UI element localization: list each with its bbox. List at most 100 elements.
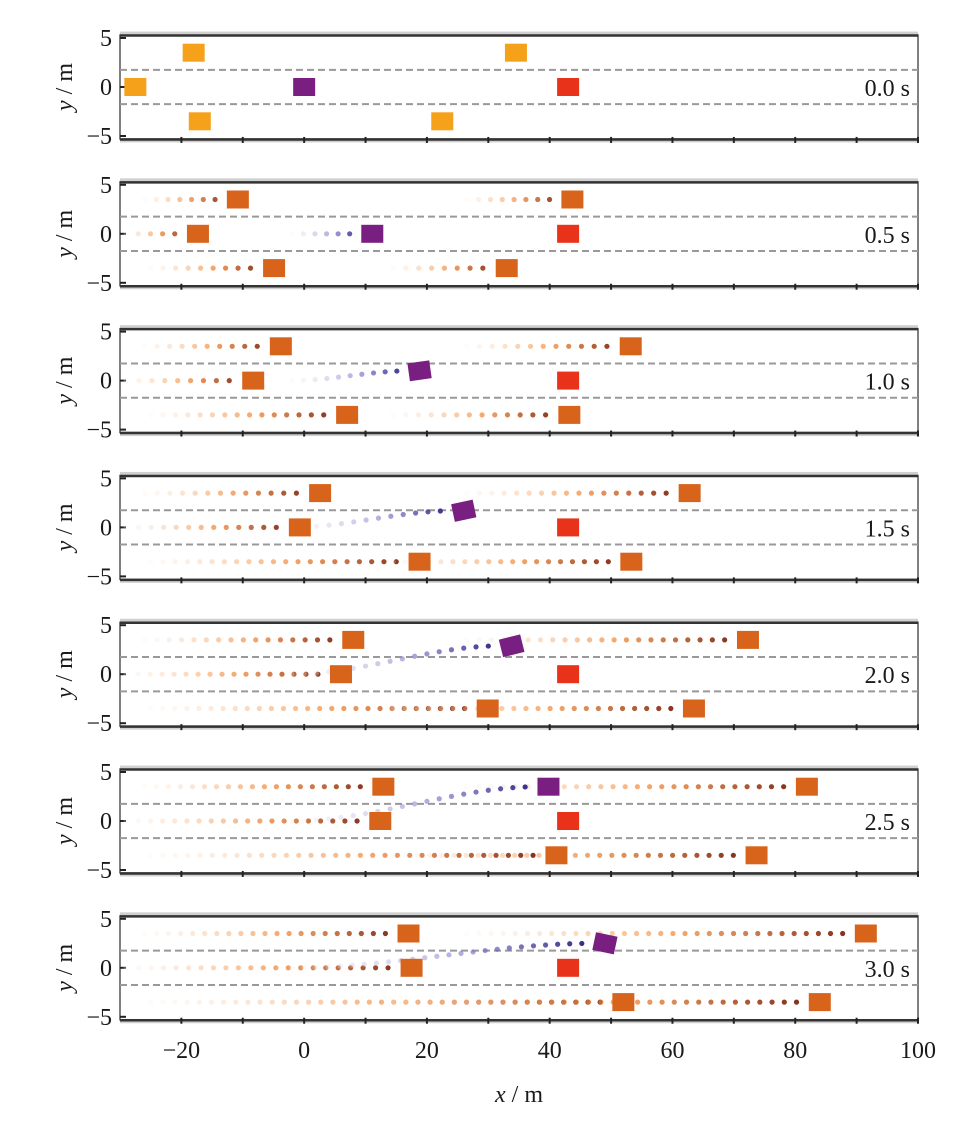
vehicle-trail-dot: [492, 412, 498, 418]
vehicle-trail-dot: [255, 490, 262, 496]
vehicle-trail-dot: [184, 705, 190, 712]
surrounding-vehicle: [745, 846, 768, 865]
ego-trail-dot: [300, 231, 307, 237]
y-axis-var: y: [52, 981, 78, 994]
y-tick-label: 5: [100, 907, 112, 933]
vehicle-trail-dot: [697, 637, 703, 643]
vehicle-trail-dot: [525, 637, 531, 643]
ego-trail-dot: [518, 944, 525, 950]
ego-trail-dot: [350, 813, 356, 819]
vehicle-trail-dot: [381, 559, 387, 565]
vehicle-trail-dot: [464, 637, 470, 643]
vehicle-trail-dot: [334, 930, 340, 937]
vehicle-trail-dot: [540, 343, 546, 349]
vehicle-trail-dot: [153, 784, 160, 790]
vehicle-trail-dot: [419, 852, 425, 858]
vehicle-trail-dot: [604, 343, 610, 349]
vehicle-trail-dot: [303, 671, 309, 677]
vehicle-trail-dot: [234, 852, 240, 858]
vehicle-trail-dot: [390, 999, 396, 1005]
vehicle-trail-dot: [451, 999, 457, 1005]
vehicle-trail-dot: [319, 559, 326, 565]
vehicle-trail-dot: [632, 705, 638, 712]
surrounding-vehicle: [558, 405, 581, 424]
vehicle-trail-dot: [468, 852, 474, 858]
vehicle-trail-dot: [327, 637, 333, 643]
vehicle-trail-dot: [197, 852, 203, 858]
vehicle-trail-dot: [283, 852, 289, 858]
ego-trail-dot: [312, 376, 318, 383]
vehicle-trail-dot: [186, 524, 192, 531]
vehicle-trail-dot: [402, 852, 408, 858]
vehicle-trail-dot: [236, 524, 242, 531]
vehicle-trail-dot: [645, 852, 651, 858]
vehicle-trail-dot: [476, 930, 482, 937]
vehicle-trail-dot: [321, 412, 327, 418]
y-axis-var: y: [52, 834, 78, 847]
vehicle-trail-dot: [475, 852, 481, 858]
vehicle-trail-dot: [202, 930, 208, 937]
vehicle-trail-dot: [609, 930, 615, 937]
vehicle-trail-dot: [283, 559, 289, 565]
vehicle-trail-dot: [222, 852, 228, 858]
vehicle-trail-dot: [148, 965, 154, 971]
ego-trail-dot: [567, 941, 573, 947]
vehicle-trail-dot: [438, 705, 445, 712]
vehicle-trail-dot: [663, 490, 669, 496]
vehicle-trail-dot: [192, 343, 198, 349]
vehicle-trail-dot: [354, 999, 360, 1005]
vehicle-trail-dot: [537, 999, 543, 1005]
vehicle-trail-dot: [427, 852, 433, 858]
vehicle-trail-dot: [840, 930, 846, 937]
vehicle-trail-dot: [524, 999, 530, 1005]
surrounding-vehicle: [408, 552, 431, 571]
vehicle-trail-dot: [308, 412, 314, 418]
vehicle-trail-dot: [685, 637, 691, 643]
surrounding-vehicle: [186, 224, 209, 243]
vehicle-trail-dot: [296, 852, 302, 858]
vehicle-trail-dot: [757, 999, 763, 1005]
vehicle-trail-dot: [586, 637, 593, 643]
vehicle-trail-dot: [461, 705, 468, 712]
vehicle-trail-dot: [638, 490, 644, 496]
y-tick-label: −5: [86, 271, 112, 297]
ego-trail-dot: [301, 818, 307, 824]
vehicle-trail-dot: [369, 559, 375, 565]
vehicle-trail-dot: [244, 705, 250, 712]
vehicle-trail-dot: [635, 999, 641, 1005]
surrounding-vehicle: [808, 993, 831, 1012]
surrounding-vehicle: [619, 337, 642, 356]
vehicle-trail-dot: [450, 559, 456, 565]
vehicle-trail-dot: [451, 999, 457, 1005]
obstacle-vehicle: [557, 812, 580, 830]
vehicle-trail-dot: [511, 705, 517, 712]
obstacle-vehicle: [557, 665, 580, 684]
road-edge-band: [120, 31, 918, 36]
vehicle-trail-dot: [574, 637, 580, 643]
vehicle-trail-dot: [160, 818, 166, 824]
vehicle-trail-dot: [320, 852, 326, 858]
road-edge-band: [120, 765, 918, 770]
time-label: 0.0 s: [865, 76, 910, 102]
vehicle-trail-dot: [232, 818, 239, 824]
ego-trail-dot: [289, 231, 295, 237]
vehicle-trail-dot: [709, 637, 715, 643]
vehicle-trail-dot: [198, 265, 204, 271]
panel-15s: 5 0 −5 y / m 1.5 s: [52, 466, 919, 590]
vehicle-trail-dot: [281, 818, 287, 824]
ego-trail-dot: [335, 374, 342, 380]
vehicle-trail-dot: [769, 999, 775, 1005]
vehicle-trail-dot: [481, 852, 487, 858]
panel-20s: 5 0 −5 y / m 2.0 s: [52, 613, 919, 737]
vehicle-trail-dot: [141, 784, 148, 790]
ego-trail-dot: [422, 955, 428, 961]
vehicle-trail-dot: [281, 490, 287, 496]
vehicle-trail-dot: [141, 930, 148, 937]
vehicle-trail-dot: [512, 999, 518, 1005]
y-tick-label: 0: [100, 75, 112, 101]
surrounding-vehicle: [561, 190, 584, 209]
y-axis-unit: / m: [52, 943, 78, 981]
y-axis-title: y / m: [52, 63, 78, 113]
vehicle-trail-dot: [450, 705, 457, 712]
vehicle-trail-dot: [427, 999, 433, 1005]
